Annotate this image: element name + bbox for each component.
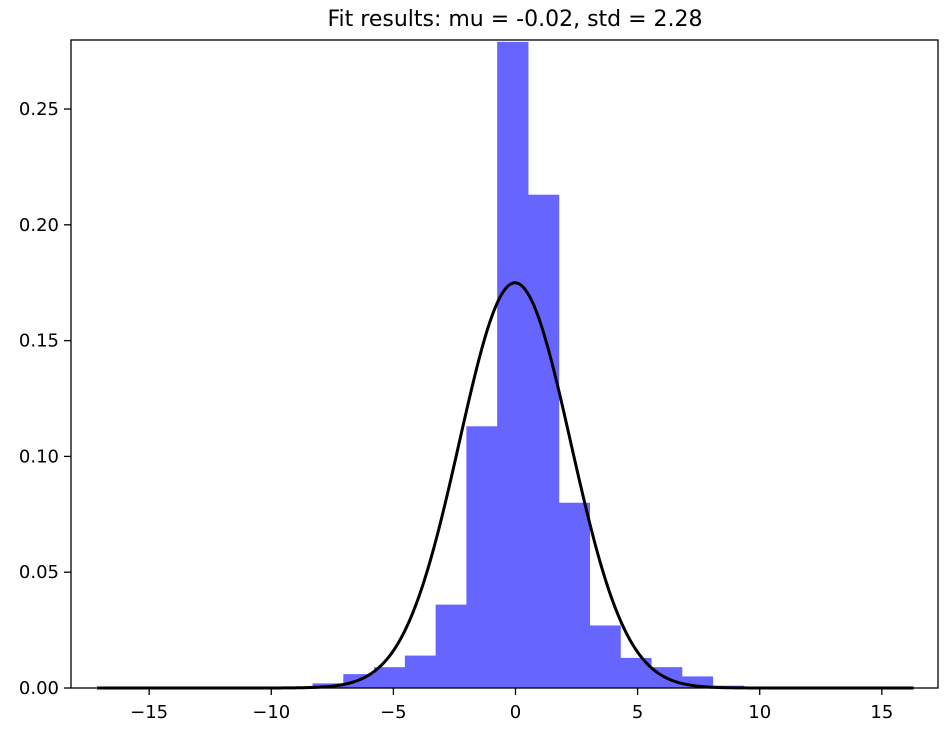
- y-tick-label: 0.15: [19, 331, 59, 352]
- histogram-bar: [497, 41, 529, 688]
- y-axis: 0.00 0.05 0.10 0.15 0.20 0.25: [19, 99, 71, 699]
- x-tick-label: 5: [632, 702, 643, 723]
- x-tick-label: 10: [748, 702, 771, 723]
- x-tick-label: −15: [130, 702, 168, 723]
- chart-title: Fit results: mu = -0.02, std = 2.28: [327, 7, 702, 32]
- histogram-bar: [589, 625, 621, 688]
- x-tick-label: 0: [510, 702, 521, 723]
- x-tick-label: −5: [380, 702, 407, 723]
- histogram-bar: [527, 194, 560, 689]
- plot-frame: [70, 39, 939, 689]
- histogram-bar: [681, 676, 714, 688]
- y-tick-label: 0.10: [19, 446, 59, 467]
- x-axis: −15 −10 −5 0 5 10 15: [130, 688, 893, 723]
- y-tick-label: 0.05: [19, 562, 59, 583]
- y-tick-label: 0.00: [19, 678, 59, 699]
- x-tick-label: 15: [870, 702, 893, 723]
- y-tick-label: 0.25: [19, 99, 59, 120]
- y-tick-label: 0.20: [19, 215, 59, 236]
- histogram-bar: [466, 426, 498, 688]
- x-tick-label: −10: [252, 702, 290, 723]
- histogram-bar: [435, 604, 467, 688]
- histogram-bar: [558, 502, 590, 688]
- histogram-bars: [281, 41, 744, 689]
- histogram-bar: [404, 655, 437, 688]
- histogram-bar: [374, 667, 406, 688]
